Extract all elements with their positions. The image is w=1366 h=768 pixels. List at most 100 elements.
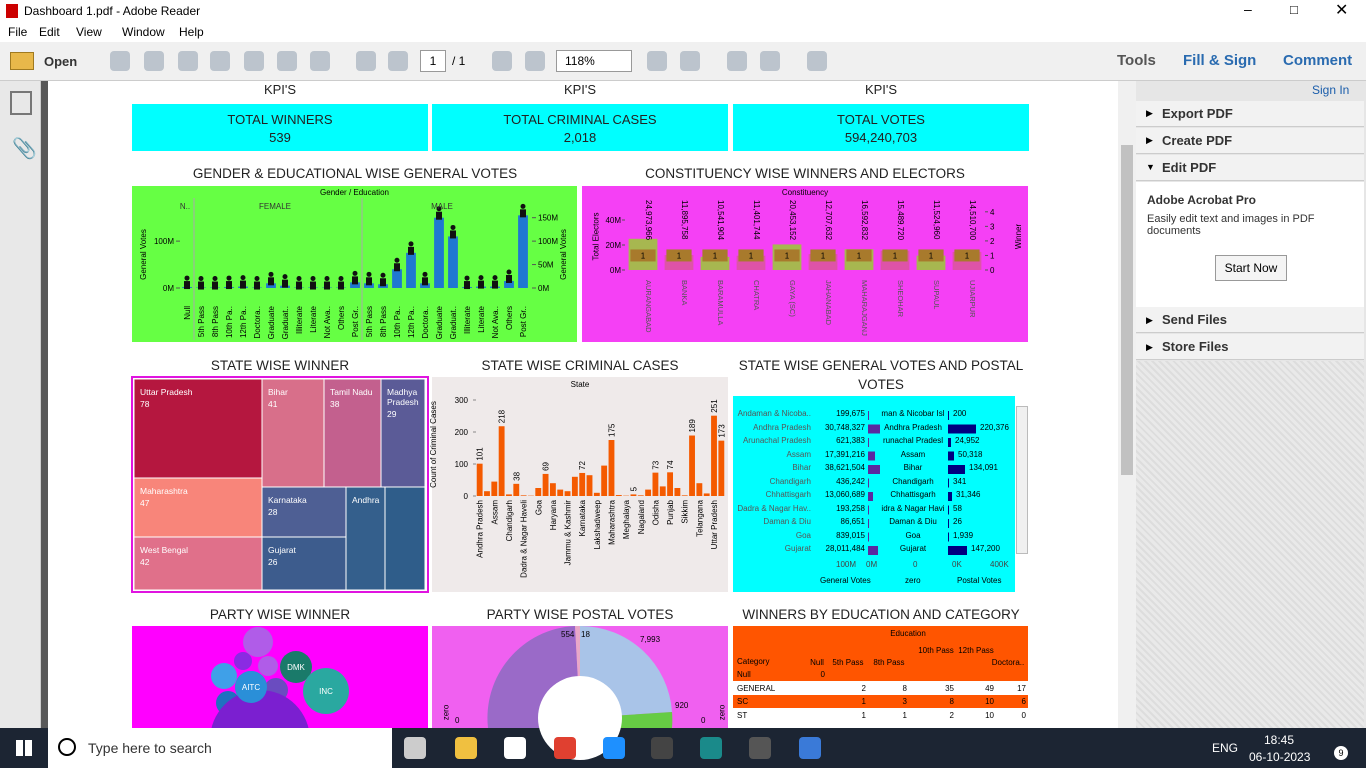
close[interactable]: ✕ (1335, 2, 1349, 19)
postal-bar (948, 519, 949, 528)
start-button[interactable] (16, 740, 32, 756)
bar (667, 472, 674, 496)
task-app[interactable] (554, 737, 576, 759)
person-icon (184, 281, 190, 290)
section-header[interactable]: Export PDF (1136, 101, 1364, 127)
x-tick-label: Andhra Pradesh (476, 500, 485, 558)
x-tick-label: JAHANABAD (824, 280, 833, 326)
bar (518, 215, 528, 288)
x-tick-label: Telangana (695, 499, 704, 536)
bar (645, 489, 652, 496)
bar (513, 483, 520, 496)
search-text[interactable]: Type here to search (88, 740, 212, 756)
maximize[interactable]: □ (1290, 2, 1298, 17)
start-now[interactable]: Start Now (1215, 255, 1287, 281)
task-app[interactable] (603, 737, 625, 759)
tool-icon[interactable] (525, 51, 545, 71)
postal-bar (948, 505, 949, 515)
section-header[interactable]: Create PDF (1136, 128, 1364, 154)
postal-bar (948, 424, 976, 434)
table-scrollbar[interactable] (1016, 406, 1028, 554)
x-tick-label: GAYA (SC) (788, 280, 797, 317)
x-tick-label: Graduate (435, 305, 444, 339)
tool-icon[interactable] (356, 51, 376, 71)
menu-item[interactable]: Window (122, 25, 165, 39)
arrow: ▶ (1146, 315, 1153, 325)
x-tick-label: Punjab (666, 499, 675, 524)
person-icon (212, 281, 218, 290)
pages-icon[interactable] (10, 91, 32, 115)
menu-item[interactable]: Help (179, 25, 204, 39)
panel-title: CONSTITUENCY WISE WINNERS AND ELECTORS (645, 166, 965, 181)
tool-icon[interactable] (727, 51, 747, 71)
postal-value: 147,200 (971, 544, 1000, 553)
winner-label: 1 (677, 251, 682, 260)
y-tick-label: 0M (163, 284, 174, 293)
person-icon (226, 275, 232, 281)
postal-value: 220,376 (980, 422, 1009, 432)
x-tick-label: Doctora.. (253, 306, 262, 338)
tool-icon[interactable] (244, 51, 264, 71)
tool-icon[interactable] (492, 51, 512, 71)
search-box[interactable] (48, 728, 392, 768)
tool-icon[interactable] (680, 51, 700, 71)
tool-icon[interactable] (647, 51, 667, 71)
attach-icon[interactable]: 📎 (12, 138, 37, 160)
open-button[interactable]: Open (44, 54, 78, 69)
menu-item[interactable]: File (8, 25, 28, 39)
open-icon[interactable] (10, 52, 34, 70)
winner-bar (630, 249, 656, 262)
panel-tab[interactable]: Tools (1117, 52, 1156, 69)
panel-title: GENDER & EDUCATIONAL WISE GENERAL VOTES (192, 166, 518, 181)
tool-icon[interactable] (760, 51, 780, 71)
notifications[interactable]: 9 (1334, 746, 1348, 760)
state-name: Bihar (903, 463, 923, 472)
x-tick-label: Assam (490, 500, 499, 525)
y2-tick-label: 4 (990, 208, 995, 217)
kpi-label: TOTAL CRIMINAL CASES (503, 112, 657, 127)
y-axis-label: Count of Criminal Cases (428, 401, 438, 488)
tool-icon[interactable] (210, 51, 230, 71)
electors-label: 10,541,904 (716, 200, 725, 241)
person-icon (366, 271, 372, 277)
section-header[interactable]: Edit PDF (1136, 155, 1364, 181)
task-app[interactable] (504, 737, 526, 759)
task-app[interactable] (404, 737, 426, 759)
tool-icon[interactable] (388, 51, 408, 71)
section-header[interactable]: Store Files (1136, 334, 1364, 360)
winner-label: 1 (749, 251, 754, 260)
tool-icon[interactable] (110, 51, 130, 71)
panel-title: WINNERS BY EDUCATION AND CATEGORY (742, 607, 1020, 622)
task-app[interactable] (799, 737, 821, 759)
cell-value: 42 (140, 557, 150, 567)
menu-item[interactable]: View (76, 25, 102, 39)
cell: 49 (985, 683, 994, 693)
panel-tab[interactable]: Comment (1283, 52, 1353, 69)
cell: 8 (902, 683, 907, 693)
row-bg (733, 708, 1028, 722)
minimize[interactable]: – (1244, 1, 1252, 17)
person-icon (464, 275, 470, 281)
tool-icon[interactable] (310, 51, 330, 71)
column-header: 5th Pass (832, 658, 864, 667)
x-tick-label: BARAMULLA (716, 280, 725, 325)
tool-icon[interactable] (277, 51, 297, 71)
task-app[interactable] (700, 737, 722, 759)
task-app[interactable] (455, 737, 477, 759)
page-input[interactable]: 1 (420, 50, 446, 72)
sign-in[interactable]: Sign In (1312, 83, 1350, 97)
section-header[interactable]: Send Files (1136, 307, 1364, 333)
tool-icon[interactable] (178, 51, 198, 71)
task-app[interactable] (749, 737, 771, 759)
zoom-input[interactable]: 118% (556, 50, 632, 72)
scroll-thumb[interactable] (1121, 145, 1133, 475)
menu-item[interactable]: Edit (39, 25, 60, 39)
task-app[interactable] (651, 737, 673, 759)
scrollbar[interactable] (1118, 81, 1136, 728)
tool-icon[interactable] (144, 51, 164, 71)
tool-icon[interactable] (807, 51, 827, 71)
x-tick-label: Null (183, 306, 192, 320)
panel-tab[interactable]: Fill & Sign (1183, 52, 1257, 69)
x-tick-label: Dadra & Nagar Haveli (520, 500, 529, 578)
general-bar (868, 424, 880, 434)
